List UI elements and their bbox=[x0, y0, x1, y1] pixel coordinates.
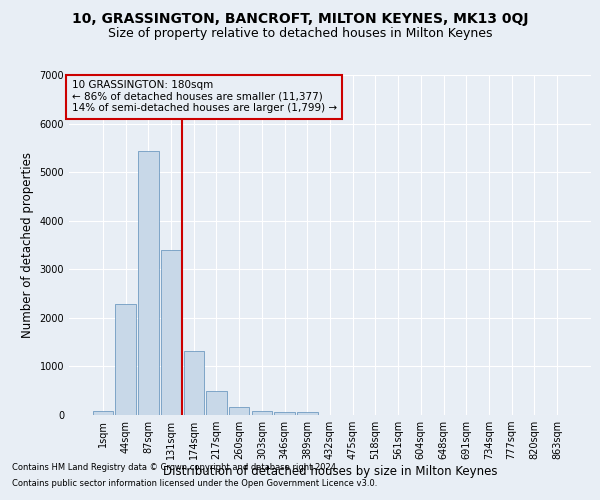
Text: Contains public sector information licensed under the Open Government Licence v3: Contains public sector information licen… bbox=[12, 478, 377, 488]
Bar bbox=[251, 411, 272, 415]
X-axis label: Distribution of detached houses by size in Milton Keynes: Distribution of detached houses by size … bbox=[163, 465, 497, 478]
Bar bbox=[161, 250, 181, 415]
Bar bbox=[297, 412, 317, 415]
Y-axis label: Number of detached properties: Number of detached properties bbox=[21, 152, 34, 338]
Bar bbox=[115, 304, 136, 415]
Text: Contains HM Land Registry data © Crown copyright and database right 2024.: Contains HM Land Registry data © Crown c… bbox=[12, 464, 338, 472]
Bar bbox=[138, 152, 158, 415]
Text: Size of property relative to detached houses in Milton Keynes: Size of property relative to detached ho… bbox=[108, 28, 492, 40]
Bar bbox=[274, 412, 295, 415]
Bar bbox=[229, 406, 250, 415]
Text: 10 GRASSINGTON: 180sqm
← 86% of detached houses are smaller (11,377)
14% of semi: 10 GRASSINGTON: 180sqm ← 86% of detached… bbox=[71, 80, 337, 114]
Bar bbox=[206, 390, 227, 415]
Text: 10, GRASSINGTON, BANCROFT, MILTON KEYNES, MK13 0QJ: 10, GRASSINGTON, BANCROFT, MILTON KEYNES… bbox=[72, 12, 528, 26]
Bar bbox=[184, 352, 204, 415]
Bar bbox=[93, 412, 113, 415]
